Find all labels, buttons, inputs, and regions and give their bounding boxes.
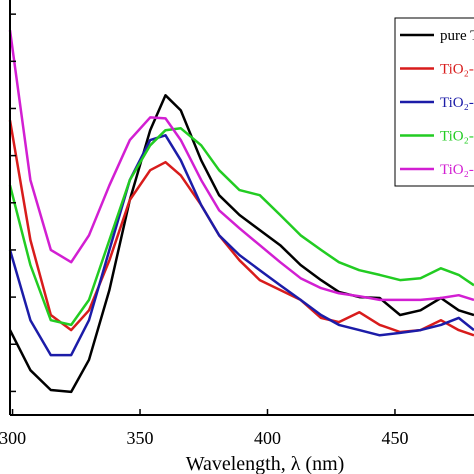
legend-label: TiO₂-	[440, 162, 474, 178]
legend: pure T TiO₂- TiO₂- TiO₂- TiO₂-	[394, 17, 474, 187]
x-axis-title: Wavelength, λ (nm)	[186, 453, 345, 474]
data-line	[8, 30, 474, 302]
legend-label: TiO₂-	[440, 129, 474, 145]
x-tick-label: 400	[254, 428, 281, 448]
data-line	[8, 134, 474, 357]
data-line	[8, 127, 474, 327]
data-line	[8, 94, 474, 394]
legend-label: TiO₂-	[440, 62, 474, 78]
x-tick-label: 300	[0, 428, 26, 448]
x-tick-label: 350	[127, 428, 154, 448]
legend-label: TiO₂-	[440, 95, 474, 111]
legend-label: pure T	[440, 28, 474, 44]
x-tick-label: 450	[381, 428, 408, 448]
